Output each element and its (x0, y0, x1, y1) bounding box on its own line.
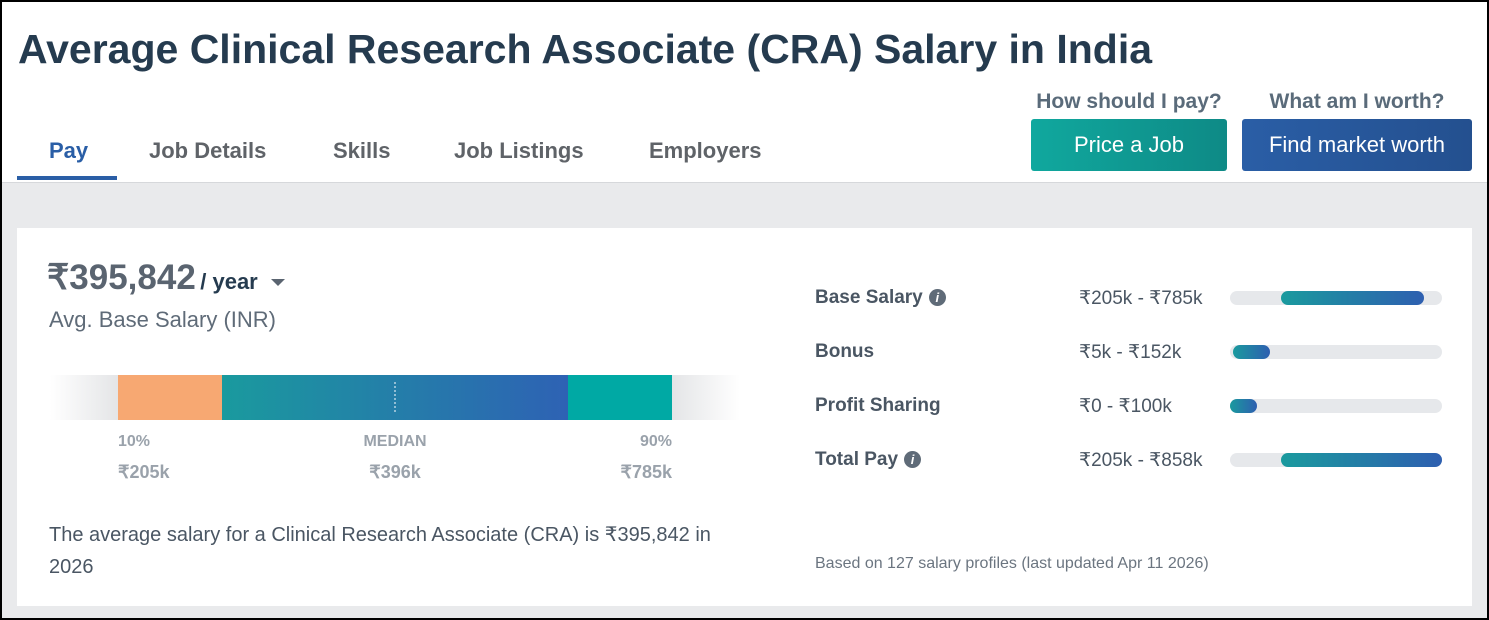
info-icon[interactable]: i (904, 451, 922, 468)
market-worth-button[interactable]: Find market worth (1242, 119, 1472, 171)
range-track (1230, 291, 1442, 305)
question: How should I pay? (1036, 90, 1222, 113)
pay-row: Base Salary i (815, 287, 946, 309)
percentile-value: ₹785k (620, 462, 673, 482)
salary-description: The average salary for a Clinical Resear… (49, 524, 711, 578)
salary-label: Avg. Base Salary (INR) (49, 307, 277, 332)
row-range: ₹5k - ₹152k (1079, 342, 1182, 363)
range-track (1230, 399, 1442, 413)
percentile-label: 10% (118, 433, 151, 450)
question: What am I worth? (1269, 90, 1445, 113)
tab-underline (17, 176, 117, 180)
tab[interactable]: Pay (49, 138, 89, 163)
range-track (1230, 345, 1442, 359)
row-label: Profit Sharing (815, 395, 941, 416)
pay-row: Total Pay i (815, 449, 922, 471)
row-label: Total Pay (815, 449, 899, 470)
distribution-bar (50, 375, 740, 420)
range-track (1230, 453, 1442, 467)
median-value: ₹396k (369, 462, 421, 482)
row-range: ₹0 - ₹100k (1079, 396, 1172, 417)
median-label: MEDIAN (363, 433, 427, 450)
tab[interactable]: Employers (649, 138, 762, 163)
row-label: Bonus (815, 341, 875, 362)
range-fill (1281, 291, 1424, 305)
period-dropdown[interactable] (268, 277, 288, 289)
row-range: ₹205k - ₹858k (1079, 450, 1203, 471)
percentile-label: 90% (639, 433, 672, 450)
tab[interactable]: Job Details (149, 138, 267, 163)
info-icon[interactable]: i (928, 289, 946, 306)
footnote: Based on 127 salary profiles (last updat… (815, 555, 1209, 572)
row-label: Base Salary (815, 287, 923, 308)
salary-summary: ₹395,842 / year (47, 258, 288, 298)
range-fill (1233, 345, 1270, 359)
row-range: ₹205k - ₹785k (1079, 288, 1203, 309)
range-fill (1281, 453, 1442, 467)
tab[interactable]: Skills (333, 138, 391, 163)
price-job-button[interactable]: Price a Job (1031, 119, 1227, 171)
tab[interactable]: Job Listings (454, 138, 584, 163)
page-title: Average Clinical Research Associate (CRA… (18, 26, 1153, 72)
pay-period[interactable]: / year (200, 269, 258, 294)
percentile-value: ₹205k (118, 462, 170, 482)
average-salary: ₹395,842 (47, 258, 196, 297)
range-fill (1230, 399, 1257, 413)
